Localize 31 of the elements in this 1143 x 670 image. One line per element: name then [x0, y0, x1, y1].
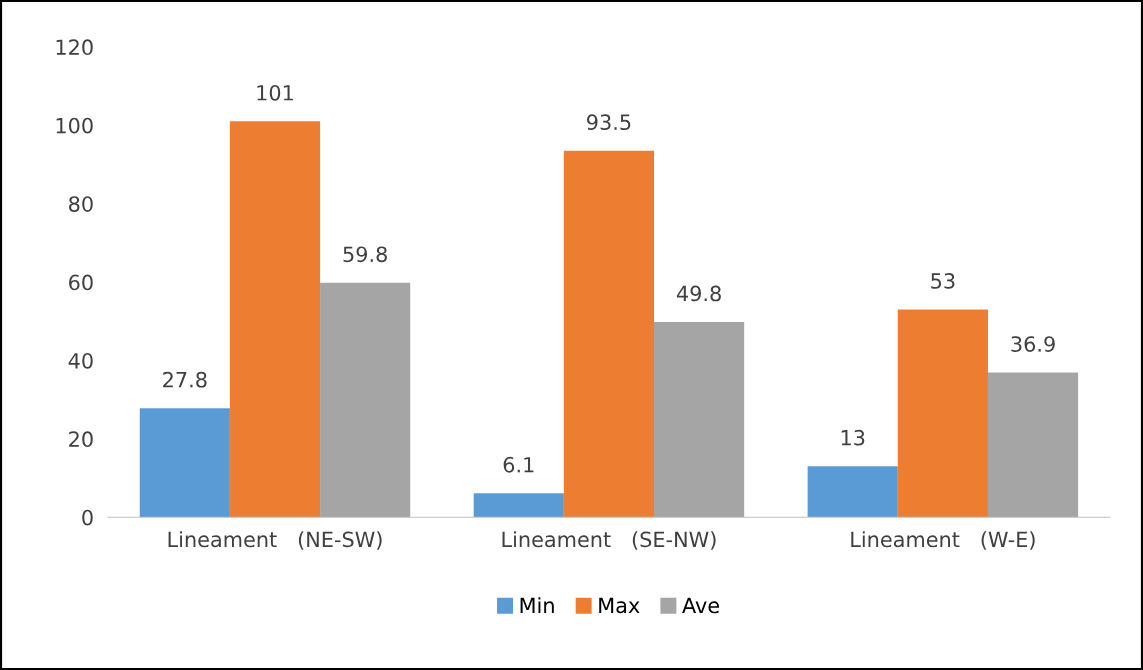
- x-tick-label: Lineament (NE-SW): [168, 531, 382, 550]
- bar: [654, 322, 745, 518]
- y-tick-label: 120: [56, 39, 93, 56]
- data-label: 93.5: [587, 114, 631, 131]
- bar: [320, 282, 411, 518]
- y-tick-label: 80: [69, 196, 93, 212]
- bar: [229, 121, 321, 518]
- x-tick-label: Lineament (SE-NW): [502, 531, 716, 550]
- bar: [897, 309, 988, 518]
- bar: [807, 466, 898, 518]
- data-label: 36.9: [1011, 336, 1055, 352]
- y-tick-label: 0: [82, 509, 93, 526]
- data-label: 101: [257, 84, 293, 101]
- data-label: 59.8: [343, 246, 387, 263]
- bar: [139, 408, 230, 518]
- y-tick-label: 60: [69, 274, 93, 291]
- bar: [987, 372, 1079, 518]
- y-tick-label: 20: [69, 431, 93, 448]
- y-tick-label: 40: [68, 352, 93, 369]
- x-tick-label: Lineament (W-E): [851, 531, 1035, 550]
- legend-label: Min: [520, 597, 554, 613]
- bar: [473, 493, 564, 518]
- data-label: 6.1: [503, 456, 534, 473]
- data-label: 49.8: [676, 285, 721, 302]
- data-label: 53: [931, 273, 955, 289]
- legend-label: Max: [599, 597, 640, 614]
- data-label: 27.8: [163, 371, 207, 388]
- legend-label: Ave: [682, 597, 720, 614]
- y-tick-label: 100: [56, 117, 93, 134]
- bar: [563, 150, 655, 518]
- data-label: 13: [841, 429, 865, 446]
